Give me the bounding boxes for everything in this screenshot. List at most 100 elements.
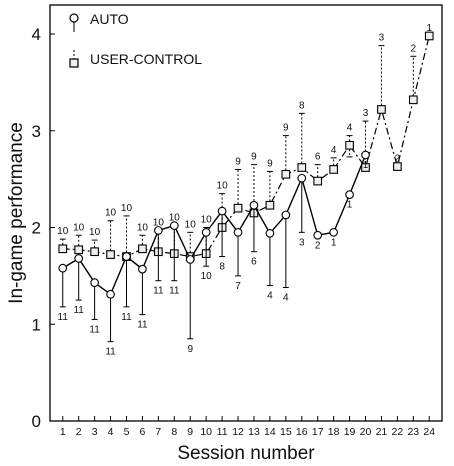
user-control-point bbox=[313, 176, 323, 186]
auto-count-label: 11 bbox=[137, 320, 148, 331]
user-control-point bbox=[361, 163, 370, 172]
auto-point bbox=[329, 227, 338, 237]
auto-count-label: 11 bbox=[105, 347, 116, 358]
auto-count-label: 11 bbox=[58, 312, 69, 323]
x-tick-label: 24 bbox=[423, 426, 435, 438]
auto-point bbox=[154, 226, 163, 235]
auto-count-label: 4 bbox=[267, 291, 273, 302]
user-control-count-label: 10 bbox=[57, 226, 69, 237]
x-tick-label: 2 bbox=[76, 426, 82, 438]
user-control-count-label: 10 bbox=[169, 213, 181, 224]
auto-count-label: 7 bbox=[235, 281, 241, 292]
user-control-count-label: 2 bbox=[411, 43, 417, 54]
y-tick-label: 2 bbox=[32, 219, 41, 238]
y-tick-label: 4 bbox=[32, 25, 41, 44]
auto-point bbox=[138, 264, 147, 274]
x-tick-label: 15 bbox=[280, 426, 292, 438]
user-control-count-label: 10 bbox=[153, 217, 165, 228]
auto-point bbox=[90, 278, 99, 288]
x-tick-label: 12 bbox=[232, 426, 244, 438]
auto-point bbox=[201, 227, 211, 237]
x-tick-label: 8 bbox=[171, 426, 177, 438]
auto-point bbox=[345, 190, 354, 199]
user-control-count-label: 10 bbox=[105, 208, 117, 219]
x-tick-label: 23 bbox=[407, 426, 419, 438]
y-tick-label: 1 bbox=[32, 315, 41, 334]
auto-count-label: 8 bbox=[219, 262, 225, 273]
x-tick-label: 21 bbox=[376, 426, 388, 438]
user-control-line bbox=[62, 35, 430, 258]
user-control-point bbox=[58, 244, 68, 254]
user-control-count-label: 9 bbox=[267, 158, 273, 169]
auto-point bbox=[297, 173, 307, 183]
y-axis-title: In-game performance bbox=[6, 122, 27, 304]
x-tick-label: 20 bbox=[360, 426, 372, 438]
plot-frame bbox=[49, 4, 443, 422]
user-control-count-label: 1 bbox=[426, 23, 432, 34]
user-control-point bbox=[233, 203, 243, 213]
legend-entry-user-control: USER-CONTROL bbox=[69, 50, 202, 68]
user-control-point bbox=[90, 247, 99, 257]
user-control-count-label: 10 bbox=[73, 222, 85, 233]
x-tick-label: 10 bbox=[200, 426, 212, 438]
user-control-count-label: 8 bbox=[299, 100, 305, 111]
user-control-count-label: 4 bbox=[347, 123, 353, 134]
user-control-point bbox=[393, 162, 402, 171]
x-tick-label: 11 bbox=[217, 426, 228, 438]
auto-count-label: 11 bbox=[153, 286, 164, 297]
user-control-count-label: 9 bbox=[235, 156, 241, 167]
legend-user-control-label: USER-CONTROL bbox=[90, 51, 202, 67]
x-tick-label: 16 bbox=[296, 426, 308, 438]
auto-point bbox=[233, 227, 243, 237]
user-control-point bbox=[408, 95, 418, 105]
y-tick-label: 0 bbox=[32, 412, 41, 431]
user-control-count-label: 10 bbox=[217, 181, 229, 192]
auto-count-label: 1 bbox=[347, 200, 353, 211]
auto-count-label: 2 bbox=[315, 240, 321, 251]
user-control-count-label: 10 bbox=[185, 219, 197, 230]
user-control-point bbox=[345, 140, 354, 150]
user-control-count-label: 10 bbox=[137, 222, 149, 233]
auto-count-label: 1 bbox=[363, 160, 369, 171]
axes: 1 2 3 4 5 6 7 8 9 10 11 12 13 14 15 16 17 18 19 20 21 22 23 240… bbox=[32, 25, 436, 438]
user-control-point bbox=[138, 244, 147, 254]
x-tick-label: 22 bbox=[392, 426, 404, 438]
auto-point bbox=[249, 200, 259, 210]
auto-count-label: 4 bbox=[283, 292, 289, 303]
user-control-count-label: 10 bbox=[201, 215, 213, 226]
y-tick-label: 3 bbox=[32, 122, 41, 141]
auto-point bbox=[265, 228, 275, 238]
x-tick-label: 4 bbox=[108, 426, 114, 438]
x-tick-label: 3 bbox=[92, 426, 98, 438]
user-control-point bbox=[424, 31, 434, 41]
x-tick-label: 19 bbox=[344, 426, 356, 438]
user-control-point bbox=[377, 105, 386, 114]
user-control-point bbox=[329, 165, 338, 174]
auto-count-label: 1 bbox=[331, 237, 337, 248]
auto-point bbox=[313, 230, 323, 240]
legend-user-control-marker bbox=[69, 58, 79, 68]
x-tick-label: 17 bbox=[312, 426, 324, 438]
auto-point bbox=[106, 289, 115, 299]
x-tick-label: 5 bbox=[124, 426, 130, 438]
auto-point bbox=[361, 150, 370, 160]
user-control-count-label: 6 bbox=[315, 152, 321, 163]
x-tick-label: 14 bbox=[264, 426, 276, 438]
legend-entry-auto: AUTO bbox=[69, 11, 129, 32]
x-tick-label: 6 bbox=[140, 426, 146, 438]
user-control-point bbox=[297, 163, 307, 172]
user-control-point bbox=[265, 200, 275, 210]
auto-point bbox=[185, 255, 195, 264]
auto-count-label: 11 bbox=[89, 324, 100, 335]
user-control-count-label: 10 bbox=[121, 203, 133, 214]
user-control-count-label: 2 bbox=[395, 154, 401, 165]
x-tick-label: 13 bbox=[248, 426, 260, 438]
auto-count-label: 9 bbox=[187, 344, 193, 355]
user-control-point bbox=[74, 245, 84, 255]
user-control-point bbox=[281, 169, 291, 179]
x-tick-label: 9 bbox=[187, 426, 193, 438]
legend: AUTO USER-CONTROL bbox=[69, 11, 202, 68]
user-control-count-label: 9 bbox=[283, 123, 289, 134]
